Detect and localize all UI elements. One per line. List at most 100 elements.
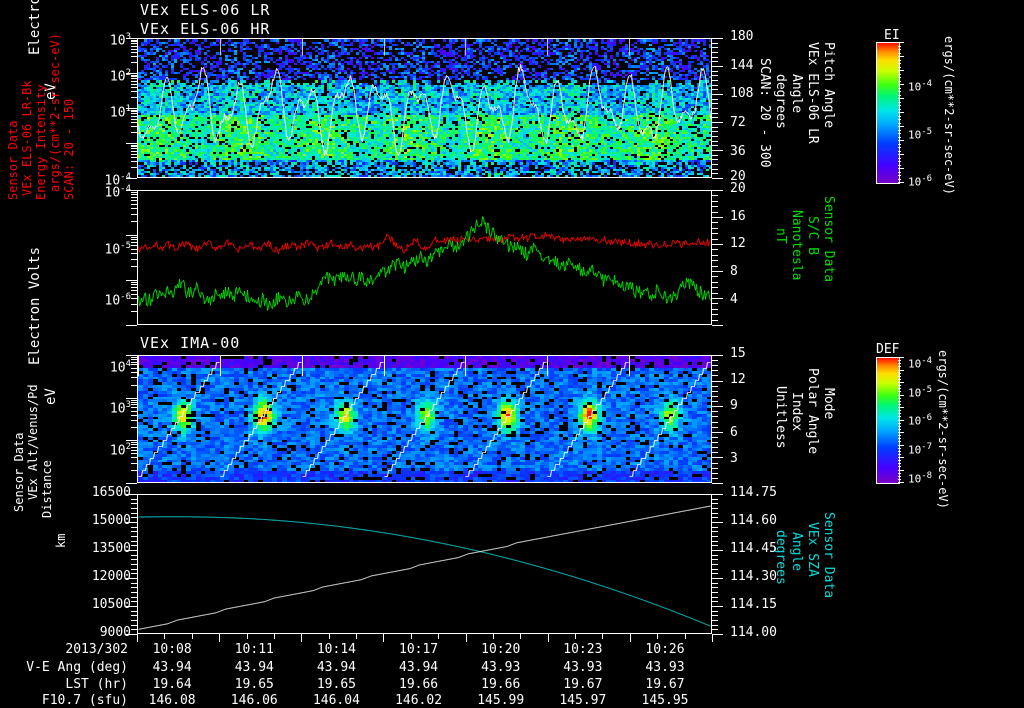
axis-tick-label: 36 bbox=[730, 143, 746, 159]
panel1-title-line1: VEx ELS-06 LR bbox=[140, 1, 271, 19]
footer-time: 10:26 bbox=[645, 642, 685, 657]
axis-tick-label: 16500 bbox=[91, 485, 131, 500]
footer-time: 10:20 bbox=[481, 642, 521, 657]
axis-tick-label: 10-6 bbox=[908, 174, 933, 189]
axis-tick-label: 16 bbox=[730, 208, 746, 224]
panel2-right-label-3: Nanotesla bbox=[789, 210, 804, 281]
footer-ve-ang: 43.93 bbox=[645, 660, 685, 675]
footer-lst: 19.66 bbox=[481, 677, 521, 692]
axis-tick-label: 10-4 bbox=[908, 356, 933, 372]
axis-tick-label: 10-6 bbox=[104, 292, 132, 309]
footer-f107: 146.02 bbox=[395, 693, 443, 708]
axis-tick-label: 10-8 bbox=[908, 471, 933, 487]
panel4-line-plot bbox=[138, 495, 711, 633]
panel1-spectrogram bbox=[138, 39, 711, 177]
panel3-title: VEx IMA-00 bbox=[140, 334, 241, 352]
panel2-left-label-4: args/(cm**2-sr-sec-eV) bbox=[48, 33, 62, 192]
panel2-left-label-2: VEx ELS-06 LR-Bk bbox=[20, 80, 34, 196]
footer-ve-ang: 43.93 bbox=[481, 660, 521, 675]
panel4-left-label-2: VEx Alt/Venus/Pd bbox=[26, 384, 40, 500]
panel2-right-label-2: S/C B bbox=[805, 216, 820, 256]
axis-tick-label: 10500 bbox=[91, 597, 131, 612]
panel1-right-label-4: degrees bbox=[773, 74, 788, 129]
axis-tick-label: 103 bbox=[109, 32, 131, 49]
panel3-right-label-3: Index bbox=[789, 392, 804, 432]
footer-ve-ang: 43.94 bbox=[234, 660, 274, 675]
axis-tick-label: 108 bbox=[730, 86, 754, 102]
panel4-plot-frame bbox=[137, 494, 712, 634]
axis-tick-label: 104 bbox=[109, 358, 131, 375]
panel3-right-label-4: Unitless bbox=[773, 386, 788, 449]
footer-time: 10:11 bbox=[234, 642, 274, 657]
panel1-plot-frame bbox=[137, 38, 712, 178]
axis-tick-marks bbox=[123, 493, 137, 635]
panel2-left-label-5: SCAN: 20 - 150 bbox=[62, 98, 76, 200]
axis-tick-label: 12 bbox=[730, 372, 746, 388]
panel3-colorbar bbox=[876, 357, 900, 484]
panel4-right-label-2: VEx SZA bbox=[805, 522, 820, 577]
panel4-right-label-4: degrees bbox=[773, 530, 788, 585]
footer-lst: 19.66 bbox=[398, 677, 439, 692]
footer-f107: 146.04 bbox=[312, 693, 360, 708]
panel1-left-axis-label: Electron Energy bbox=[27, 0, 43, 55]
panel2-right-label-4: nT bbox=[773, 228, 788, 244]
footer-row-label: LST (hr) bbox=[65, 677, 128, 692]
panel1-right-label-3: Angle bbox=[789, 74, 804, 114]
footer-lst: 19.64 bbox=[152, 677, 192, 692]
axis-tick-label: 12 bbox=[730, 236, 746, 252]
axis-tick-marks bbox=[712, 493, 726, 635]
panel1-right-label-5: SCAN: 20 - 300 bbox=[757, 58, 772, 168]
axis-tick-label: 15000 bbox=[91, 513, 131, 528]
panel1-title-line2: VEx ELS-06 HR bbox=[140, 20, 271, 38]
axis-tick-label: 10-7 bbox=[908, 442, 933, 457]
axis-tick-label: 102 bbox=[109, 67, 131, 85]
axis-tick-label: 10-5 bbox=[104, 240, 132, 258]
panel3-colorbar-gradient bbox=[877, 358, 899, 483]
panel4-right-label-3: Angle bbox=[789, 532, 804, 572]
axis-tick-label: 6 bbox=[730, 424, 738, 440]
panel2-left-label-3: Energy Intensity bbox=[34, 84, 48, 200]
axis-tick-marks bbox=[712, 189, 726, 326]
axis-tick-label: 10-5 bbox=[908, 384, 933, 400]
panel4-right-label-1: Sensor Data bbox=[821, 512, 836, 599]
axis-tick-label: 12000 bbox=[91, 569, 131, 584]
footer-f107: 146.08 bbox=[148, 693, 196, 708]
footer-f107: 145.95 bbox=[641, 693, 689, 708]
axis-tick-label: 20 bbox=[730, 169, 746, 184]
axis-tick-label: 15 bbox=[730, 346, 746, 361]
panel2-right-label-1: Sensor Data bbox=[821, 196, 836, 283]
axis-tick-label: 10-5 bbox=[908, 126, 933, 142]
panel1-right-label-1: Pitch Angle bbox=[821, 42, 836, 129]
panel3-spectrogram bbox=[138, 356, 711, 482]
axis-tick-label: 103 bbox=[109, 400, 131, 417]
axis-tick-marks bbox=[123, 189, 137, 326]
panel1-colorbar bbox=[876, 42, 900, 184]
footer-time: 10:17 bbox=[398, 642, 439, 657]
panel3-colorbar-title: DEF bbox=[876, 342, 900, 357]
axis-tick-label: 102 bbox=[109, 442, 131, 459]
panel1-colorbar-unit: ergs/(cm**2-sr-sec-eV) bbox=[942, 36, 956, 195]
axis-tick-label: 114.45 bbox=[730, 541, 777, 556]
time-axis-ticks bbox=[136, 634, 713, 644]
panel3-right-label-2: Polar Angle bbox=[805, 368, 820, 455]
footer-ve-ang: 43.94 bbox=[316, 660, 356, 675]
axis-tick-label: 114.75 bbox=[730, 485, 777, 500]
axis-tick-label: 114.00 bbox=[730, 625, 777, 640]
axis-tick-label: 72 bbox=[730, 115, 746, 131]
axis-tick-label: 114.15 bbox=[730, 597, 777, 612]
axis-tick-label: 3 bbox=[730, 450, 738, 466]
axis-tick-label: 10-4 bbox=[104, 172, 132, 189]
footer-time: 10:08 bbox=[152, 642, 192, 657]
panel1-colorbar-title: EI bbox=[884, 28, 900, 43]
footer-ve-ang: 43.94 bbox=[152, 660, 192, 675]
footer-time: 10:23 bbox=[563, 642, 603, 657]
panel3-left-axis-units: eV bbox=[43, 388, 59, 405]
axis-tick-label: 20 bbox=[730, 181, 746, 196]
footer-time: 10:14 bbox=[316, 642, 356, 657]
panel2-line-plot bbox=[138, 191, 711, 324]
axis-tick-label: 114.60 bbox=[730, 513, 777, 528]
footer-f107: 145.97 bbox=[559, 693, 607, 708]
axis-tick-label: 10-4 bbox=[104, 184, 132, 201]
axis-tick-label: 8 bbox=[730, 264, 738, 280]
